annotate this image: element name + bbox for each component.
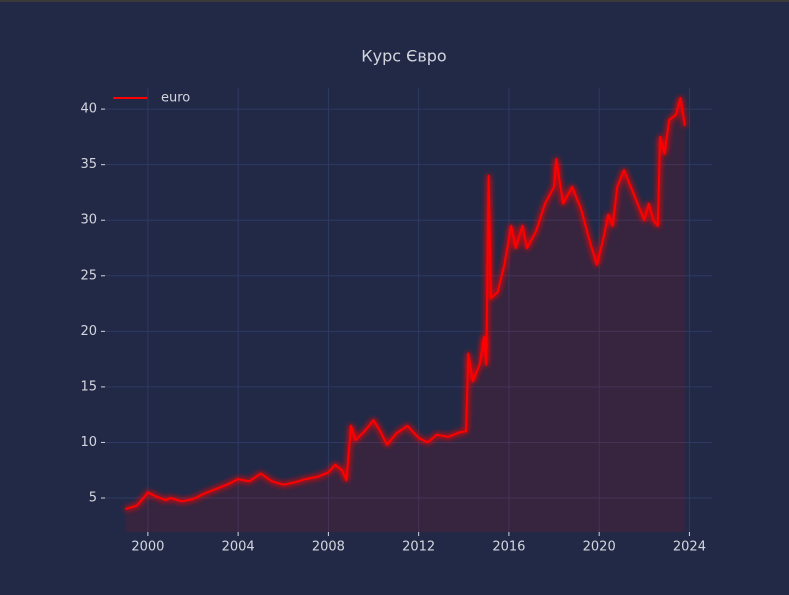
y-tick-label: 30 (80, 213, 97, 228)
y-tick-label: 20 (80, 324, 97, 339)
y-tick-label: 40 (80, 102, 97, 117)
line (125, 97, 686, 511)
y-tick-label: 35 (80, 157, 97, 172)
legend-label: euro (161, 91, 190, 106)
x-tick-label: 2000 (131, 540, 164, 555)
top-border (0, 0, 789, 2)
y-tick-label: 5 (89, 491, 97, 506)
x-tick-label: 2012 (402, 540, 435, 555)
y-tick-label: 10 (80, 435, 97, 450)
y-tick-label: 25 (80, 268, 97, 283)
x-tick-label: 2008 (312, 540, 345, 555)
x-tick-label: 2020 (583, 540, 616, 555)
chart-title: Курс Євро (361, 47, 446, 66)
area-fill (125, 98, 685, 532)
y-tick-label: 15 (80, 379, 97, 394)
x-tick-label: 2016 (492, 540, 525, 555)
x-tick-label: 2004 (222, 540, 255, 555)
x-tick-label: 2024 (673, 540, 706, 555)
